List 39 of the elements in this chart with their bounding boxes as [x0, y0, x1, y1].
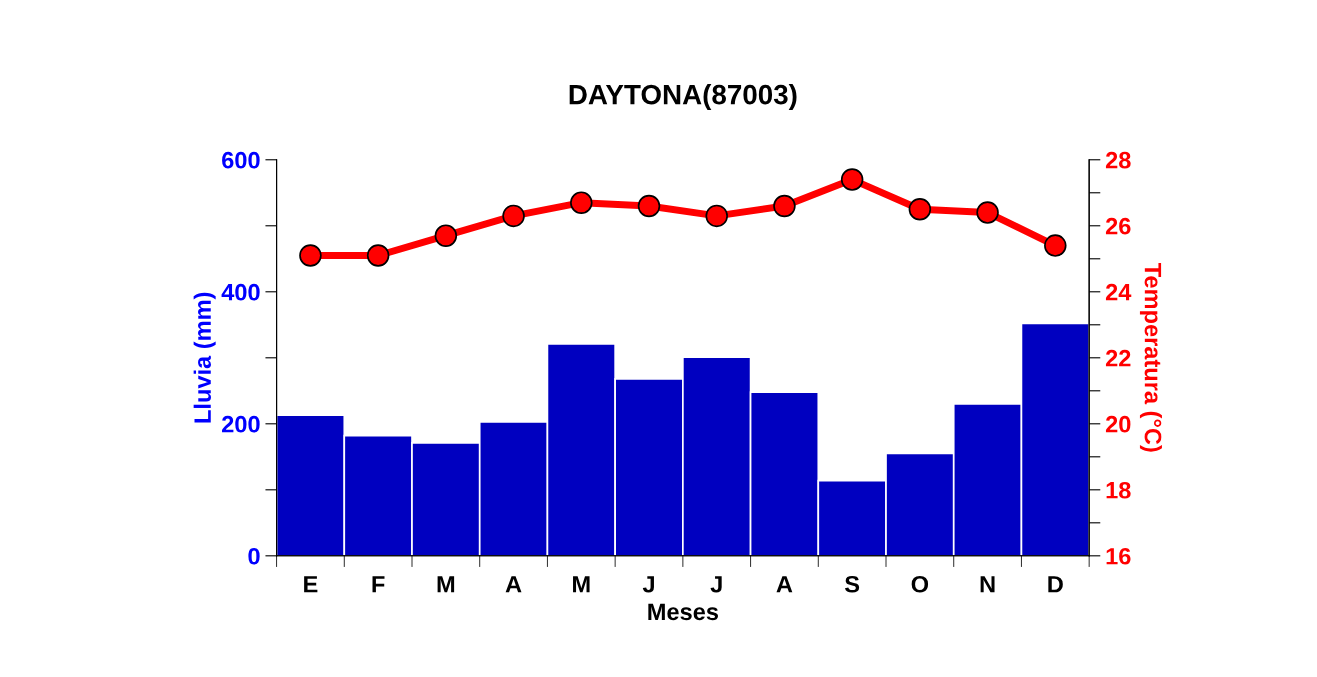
y-tick-label: 600 — [222, 151, 260, 169]
point — [570, 191, 593, 214]
chart-title: DAYTONA(87003) — [569, 84, 797, 110]
y2-tick-label: 16 — [1106, 547, 1131, 565]
x-tick-label: J — [710, 576, 722, 593]
x-tick-label: S — [844, 575, 860, 593]
y2-tick-label: 22 — [1105, 349, 1131, 367]
point — [366, 244, 390, 267]
y-axis-title: Lluvia (mm) — [193, 292, 216, 423]
point — [1044, 234, 1067, 257]
x-tick-label: M — [437, 576, 455, 593]
x-tick-label: N — [980, 576, 995, 593]
point — [908, 198, 932, 221]
point — [705, 204, 728, 228]
x-tick-label: A — [505, 576, 522, 593]
x-tick-label: M — [573, 576, 590, 593]
point — [773, 194, 796, 218]
point — [840, 168, 864, 191]
point — [299, 244, 322, 267]
y-tick-label: 0 — [248, 547, 260, 565]
point — [434, 224, 458, 247]
y2-tick-label: 26 — [1105, 217, 1131, 235]
y2-tick-label: 20 — [1105, 415, 1131, 433]
point — [637, 194, 661, 218]
y2-tick-label: 24 — [1105, 283, 1132, 301]
x-tick-label: O — [911, 575, 929, 593]
y-tick-label: 200 — [222, 415, 260, 433]
x-tick-label: D — [1048, 576, 1063, 593]
y2-tick-label: 18 — [1106, 481, 1131, 499]
x-axis-title: Meses — [648, 603, 718, 621]
x-tick-label: J — [642, 576, 654, 593]
y-tick-label: 400 — [221, 283, 260, 301]
y2-axis-title: Temperatura (°C) — [1139, 263, 1162, 452]
x-tick-label: F — [372, 576, 385, 593]
y2-tick-label: 28 — [1105, 151, 1131, 169]
point — [976, 201, 999, 224]
x-tick-label: A — [776, 576, 793, 593]
point — [502, 204, 525, 228]
x-tick-label: E — [304, 576, 318, 593]
